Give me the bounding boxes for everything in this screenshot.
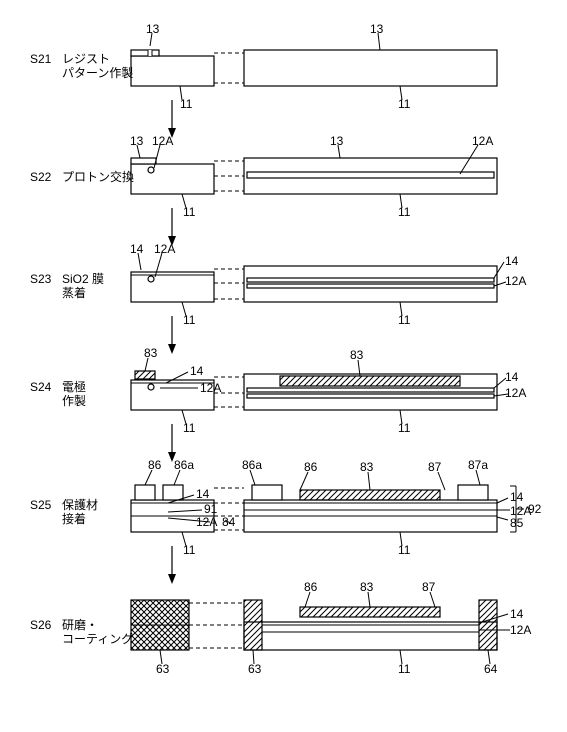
- s25-label-2: 接着: [62, 512, 86, 528]
- s25-14r: 14: [510, 490, 523, 504]
- s22-12Al: 12A: [152, 134, 173, 148]
- s24-83: 83: [144, 346, 157, 360]
- s23-11l: 11: [183, 313, 195, 327]
- step-s26: [131, 592, 510, 664]
- s24-14r: 14: [505, 370, 518, 384]
- s22-label: プロトン交換: [62, 170, 134, 186]
- s26-87: 87: [422, 580, 435, 594]
- s23-14r: 14: [505, 254, 518, 268]
- s22-id: S22: [30, 170, 51, 186]
- s25-92: 92: [528, 502, 541, 516]
- s25-86t: 86: [304, 460, 317, 474]
- s24-label-2: 作製: [62, 394, 86, 410]
- s25-91: 91: [204, 502, 217, 516]
- s23-11r: 11: [398, 313, 410, 327]
- s22-11r: 11: [398, 205, 410, 219]
- s25-87a: 87a: [468, 458, 488, 472]
- s26-63r: 63: [248, 662, 261, 676]
- s21-13l: 13: [146, 22, 159, 36]
- s25-85: 85: [510, 516, 523, 530]
- s26-83: 83: [360, 580, 373, 594]
- s25-83: 83: [360, 460, 373, 474]
- s26-label-2: コーティング: [62, 632, 133, 648]
- s26-12A: 12A: [510, 623, 531, 637]
- s24-12Al: 12A: [200, 381, 221, 395]
- s25-84: 84: [222, 515, 235, 529]
- s23-14l: 14: [130, 242, 143, 256]
- s26-64: 64: [484, 662, 497, 676]
- s23-label-2: 蒸着: [62, 286, 86, 302]
- s26-14: 14: [510, 607, 523, 621]
- s22-12Ar: 12A: [472, 134, 493, 148]
- s21-11l: 11: [180, 97, 192, 111]
- s21-11r: 11: [398, 97, 410, 111]
- s24-83t: 83: [350, 348, 363, 362]
- s24-11r: 11: [398, 421, 410, 435]
- step-s24: [131, 358, 508, 462]
- s24-14l: 14: [190, 364, 203, 378]
- s22-11l: 11: [183, 205, 195, 219]
- s25-86: 86: [148, 458, 161, 472]
- s21-label-2: パターン作製: [62, 66, 133, 82]
- s25-86at: 86a: [242, 458, 262, 472]
- s23-12Al: 12A: [154, 242, 175, 256]
- s26-86: 86: [304, 580, 317, 594]
- s25-87: 87: [428, 460, 441, 474]
- step-s23: [131, 253, 506, 354]
- s26-id: S26: [30, 618, 51, 634]
- s25-86a: 86a: [174, 458, 194, 472]
- s25-id: S25: [30, 498, 51, 514]
- s25-11l: 11: [183, 543, 195, 557]
- s21-13r: 13: [370, 22, 383, 36]
- step-s22: [131, 145, 497, 246]
- s26-63l: 63: [156, 662, 169, 676]
- s25-14: 14: [196, 487, 209, 501]
- s25-11r: 11: [398, 543, 410, 557]
- s24-id: S24: [30, 380, 51, 396]
- s23-id: S23: [30, 272, 51, 288]
- s23-12Ar: 12A: [505, 274, 526, 288]
- s24-12Ar: 12A: [505, 386, 526, 400]
- s22-13r: 13: [330, 134, 343, 148]
- s25-12A: 12A: [196, 515, 217, 529]
- step-s25: [131, 470, 524, 584]
- s24-11l: 11: [183, 421, 195, 435]
- s21-id: S21: [30, 52, 51, 68]
- step-s21: [131, 33, 497, 138]
- s22-13: 13: [130, 134, 143, 148]
- s26-11: 11: [398, 662, 410, 676]
